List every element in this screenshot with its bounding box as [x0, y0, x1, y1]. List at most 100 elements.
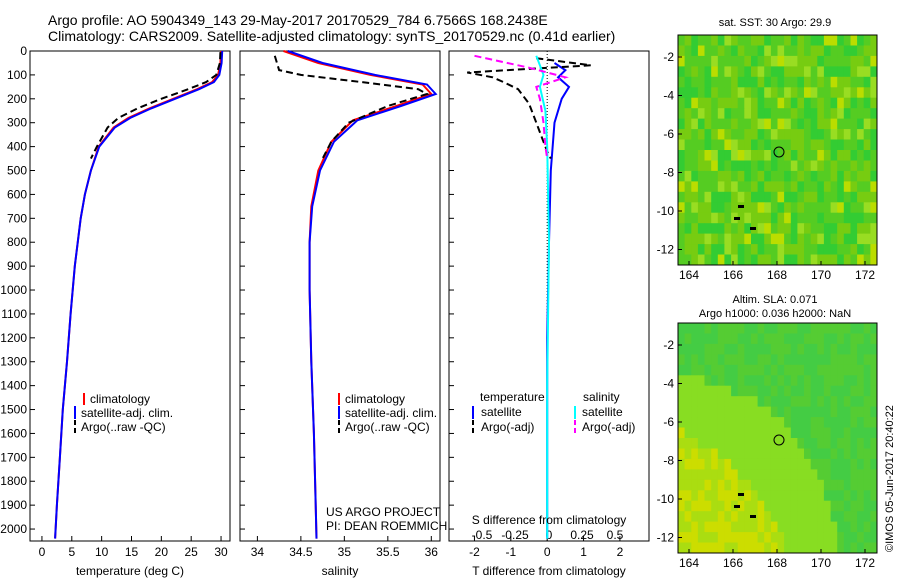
map-cell [784, 202, 792, 214]
map-cell [810, 223, 818, 235]
map-cell [817, 417, 825, 429]
map-cell [764, 354, 772, 366]
y-tick-label: 500 [7, 164, 27, 178]
map-cell [777, 150, 785, 161]
map-cell [843, 233, 851, 245]
map-cell [837, 129, 845, 141]
map-cell [751, 417, 759, 429]
map-cell [790, 76, 798, 88]
map-cell [757, 150, 765, 161]
map-cell [790, 108, 798, 120]
map-cell [724, 490, 732, 502]
map-cell [797, 490, 805, 502]
map-cell [678, 254, 686, 266]
map-cell [850, 532, 858, 544]
map-cell [830, 500, 838, 512]
island-mark [750, 515, 756, 518]
map-cell [717, 375, 725, 387]
map-cell [737, 500, 745, 512]
map-cell [704, 76, 712, 88]
map-cell [744, 458, 752, 470]
map-cell [678, 87, 686, 99]
map-cell [857, 364, 865, 376]
map-cell [684, 323, 692, 334]
map-cell [697, 490, 705, 502]
map-cell [731, 35, 739, 46]
map-cell [790, 233, 798, 245]
map-cell [751, 542, 759, 554]
map-cell [684, 364, 692, 376]
map-cell [751, 97, 759, 109]
map-cell [737, 160, 745, 172]
map-cell [770, 333, 778, 345]
map-cell [784, 333, 792, 345]
map-cell [784, 108, 792, 120]
map-cell [731, 202, 739, 214]
x-tick-label: 25 [185, 545, 199, 559]
map-cell [797, 129, 805, 141]
map-cell [810, 202, 818, 214]
map-cell [823, 170, 831, 182]
map-cell [731, 118, 739, 130]
map-cell [797, 364, 805, 376]
map-cell [830, 542, 838, 554]
map-cell [823, 542, 831, 554]
map-cell [678, 76, 686, 88]
map-cell [870, 181, 878, 193]
map-cell [691, 427, 699, 439]
map-cell [870, 170, 878, 182]
map-cell [790, 181, 798, 193]
map-cell [850, 490, 858, 502]
map-cell [691, 150, 699, 161]
map-cell [697, 45, 705, 57]
map-cell [704, 375, 712, 387]
map-cell [837, 511, 845, 523]
map-cell [870, 427, 878, 439]
map-cell [857, 427, 865, 439]
map-cell [870, 87, 878, 99]
map-cell [790, 490, 798, 502]
map-cell [830, 323, 838, 334]
map-cell [804, 97, 812, 109]
y-tick-label: 1800 [0, 474, 27, 488]
map-cell [737, 343, 745, 355]
map-cell [731, 448, 739, 460]
map-cell [678, 55, 686, 67]
x-tick-label: 0 [544, 545, 551, 559]
map-cell [757, 323, 765, 334]
map-cell [777, 438, 785, 449]
map-cell [731, 479, 739, 491]
map-cell [863, 76, 871, 88]
map-cell [751, 448, 759, 460]
map-cell [717, 511, 725, 523]
map-cell [863, 97, 871, 109]
map-cell [684, 490, 692, 502]
map-cell [770, 458, 778, 470]
map-cell [717, 500, 725, 512]
map-cell [810, 343, 818, 355]
map-cell [704, 479, 712, 491]
island-mark [750, 227, 756, 230]
map-cell [790, 97, 798, 109]
map-cell [843, 35, 851, 46]
map-cell [797, 87, 805, 99]
map-cell [843, 323, 851, 334]
legend-satellite-label-2: satellite-adj. clim. [345, 406, 437, 420]
map-cell [724, 458, 732, 470]
map-cell [684, 406, 692, 418]
map-cell [691, 118, 699, 130]
project-pi: PI: DEAN ROEMMICH [326, 519, 447, 533]
map-cell [770, 364, 778, 376]
map-cell [830, 66, 838, 78]
map-cell [744, 139, 752, 151]
map-cell [678, 202, 686, 214]
map-cell [724, 97, 732, 109]
map-cell [830, 427, 838, 439]
map-cell [764, 343, 772, 355]
map-cell [797, 385, 805, 397]
map-cell [691, 333, 699, 345]
map-cell [823, 385, 831, 397]
map-cell [744, 490, 752, 502]
map-cell [691, 511, 699, 523]
map-cell [770, 244, 778, 256]
